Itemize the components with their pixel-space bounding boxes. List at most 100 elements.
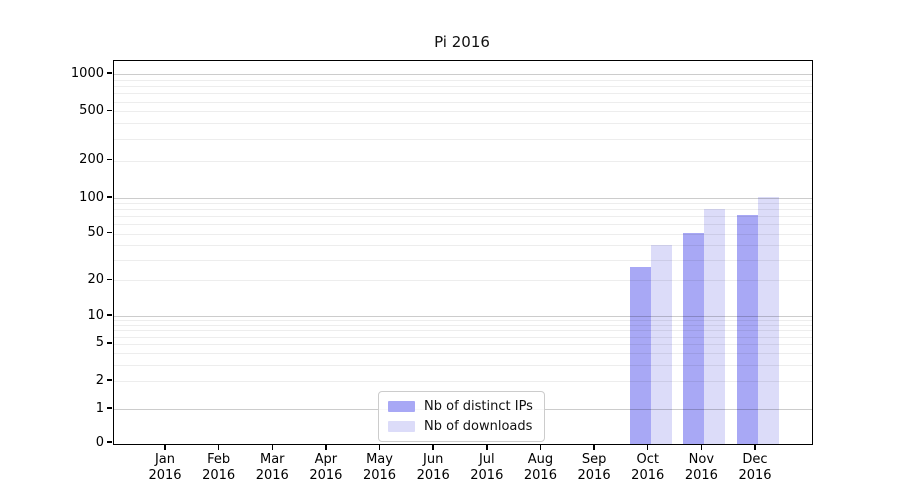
grid-line-minor bbox=[114, 86, 812, 88]
x-tick-label-month: Mar bbox=[260, 452, 285, 467]
y-tick-label: 200 bbox=[79, 152, 104, 168]
plot-area bbox=[113, 60, 813, 445]
grid-line-minor bbox=[114, 353, 812, 354]
x-tick-label-year: 2016 bbox=[309, 468, 343, 483]
grid-line-minor bbox=[114, 209, 812, 211]
y-tick-mark bbox=[107, 109, 112, 112]
x-tick-label-month: Sep bbox=[581, 452, 607, 467]
x-tick-mark bbox=[754, 444, 756, 450]
grid-line-minor bbox=[114, 224, 812, 226]
x-tick-label-year: 2016 bbox=[577, 468, 611, 483]
grid-line-minor bbox=[114, 233, 812, 235]
legend-swatch-distinct-ips-icon bbox=[388, 401, 415, 412]
grid-line-minor bbox=[114, 320, 812, 322]
grid-line-minor bbox=[114, 203, 812, 205]
x-tick-label: Aug 2016 bbox=[508, 452, 572, 484]
x-tick-label-year: 2016 bbox=[362, 468, 397, 483]
x-tick-label: Nov 2016 bbox=[669, 452, 733, 484]
bar-distinct-ips bbox=[629, 267, 651, 444]
x-tick-mark bbox=[217, 444, 220, 450]
grid-line-minor bbox=[114, 111, 812, 113]
grid-line-minor bbox=[114, 160, 812, 162]
y-tick-label: 500 bbox=[79, 102, 104, 118]
grid-line-minor bbox=[114, 280, 812, 282]
y-tick-label: 20 bbox=[87, 271, 104, 287]
x-tick-label-year: 2016 bbox=[470, 468, 504, 483]
x-tick-mark bbox=[432, 444, 434, 450]
x-tick-label-month: May bbox=[366, 452, 393, 467]
grid-line-major bbox=[114, 74, 812, 75]
x-tick-label-year: 2016 bbox=[202, 468, 236, 483]
grid-line-major bbox=[114, 316, 812, 317]
x-tick-label: Dec 2016 bbox=[723, 452, 787, 484]
x-tick-label-year: 2016 bbox=[416, 468, 450, 483]
bar-downloads bbox=[704, 209, 726, 444]
x-tick-mark bbox=[486, 444, 488, 450]
grid-line-minor bbox=[114, 364, 812, 366]
grid-line-minor bbox=[114, 244, 812, 246]
grid-line-minor bbox=[114, 259, 812, 261]
grid-line-minor bbox=[114, 79, 812, 81]
x-tick-label-year: 2016 bbox=[738, 468, 772, 483]
grid-line-minor bbox=[114, 123, 812, 125]
x-tick-label-month: Apr bbox=[314, 452, 338, 467]
x-tick-label-month: Jul bbox=[478, 452, 495, 467]
y-tick-label: 2 bbox=[95, 372, 104, 388]
x-tick-label: Jan 2016 bbox=[133, 452, 197, 484]
x-tick-mark bbox=[271, 444, 274, 450]
chart-title: Pi 2016 bbox=[434, 33, 490, 51]
bar-distinct-ips bbox=[683, 232, 705, 444]
bar-downloads bbox=[650, 244, 672, 444]
y-tick-mark bbox=[107, 379, 112, 381]
y-tick-mark bbox=[107, 441, 112, 443]
y-tick-mark bbox=[107, 278, 112, 281]
x-tick-label: Sep 2016 bbox=[562, 452, 626, 484]
y-tick-label: 0 bbox=[95, 434, 104, 450]
y-tick-mark bbox=[107, 342, 112, 344]
x-tick-label-month: Oct bbox=[636, 452, 659, 467]
x-tick-label-year: 2016 bbox=[631, 468, 665, 483]
grid-line-minor bbox=[114, 381, 812, 382]
legend-label-distinct-ips: Nb of distinct IPs bbox=[424, 399, 533, 414]
grid-line-minor bbox=[114, 336, 812, 338]
y-tick-label: 100 bbox=[79, 189, 104, 205]
x-tick-label: Apr 2016 bbox=[294, 452, 358, 484]
x-tick-label-month: Feb bbox=[207, 452, 231, 467]
y-tick-mark bbox=[107, 158, 112, 161]
x-tick-mark bbox=[539, 444, 542, 450]
x-tick-label: May 2016 bbox=[348, 452, 412, 484]
x-tick-label: Mar 2016 bbox=[240, 452, 304, 484]
legend-item-downloads: Nb of downloads bbox=[388, 419, 533, 434]
grid-line-minor bbox=[114, 216, 812, 218]
x-tick-label: Jun 2016 bbox=[401, 452, 465, 484]
legend: Nb of distinct IPs Nb of downloads bbox=[378, 391, 545, 442]
y-tick-label: 5 bbox=[95, 335, 104, 351]
bar-downloads bbox=[757, 197, 779, 444]
x-tick-mark bbox=[378, 444, 381, 450]
legend-item-distinct-ips: Nb of distinct IPs bbox=[388, 399, 533, 414]
y-tick-label: 1000 bbox=[70, 65, 104, 81]
y-tick-label: 10 bbox=[87, 307, 104, 323]
x-tick-label: Jul 2016 bbox=[455, 452, 519, 484]
grid-line-major bbox=[114, 198, 812, 199]
grid-line-minor bbox=[114, 138, 812, 140]
x-tick-label-month: Jan bbox=[154, 452, 176, 467]
x-tick-mark bbox=[646, 444, 649, 450]
x-tick-mark bbox=[325, 444, 327, 450]
y-tick-label: 50 bbox=[87, 225, 104, 241]
x-tick-label-month: Nov bbox=[688, 452, 715, 467]
x-tick-label-year: 2016 bbox=[523, 468, 557, 483]
legend-swatch-downloads-icon bbox=[388, 421, 415, 432]
grid-line-minor bbox=[114, 101, 812, 103]
y-tick-mark bbox=[107, 314, 112, 316]
x-tick-label: Oct 2016 bbox=[616, 452, 680, 484]
y-tick-label: 1 bbox=[95, 400, 104, 416]
grid-line-minor bbox=[114, 93, 812, 95]
x-tick-mark bbox=[593, 444, 595, 450]
x-tick-mark bbox=[164, 444, 166, 450]
x-tick-label-month: Aug bbox=[527, 452, 554, 467]
legend-label-downloads: Nb of downloads bbox=[424, 419, 533, 434]
x-tick-label-month: Dec bbox=[742, 452, 768, 467]
grid-line-minor bbox=[114, 325, 812, 326]
